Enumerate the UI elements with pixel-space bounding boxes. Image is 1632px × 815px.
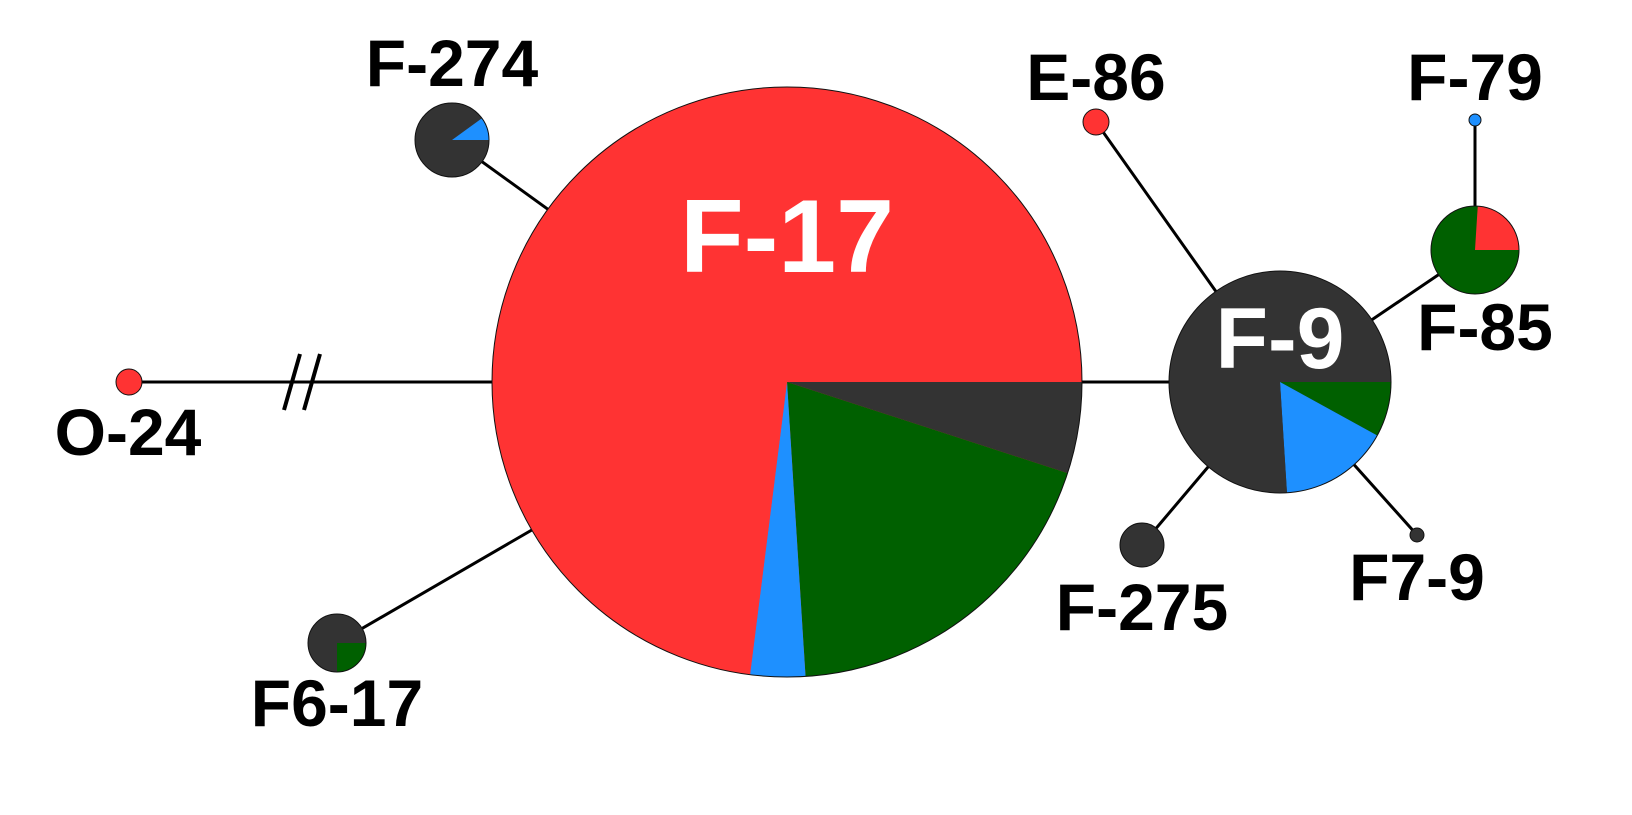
- node-e-86-outline: [1082, 108, 1110, 136]
- node-f-275-circle: [1120, 523, 1164, 567]
- node-f-9-slice-3: [1169, 271, 1391, 494]
- node-label-f-85: F-85: [1417, 290, 1553, 364]
- labels-layer: O-24 F-274 F-17 F6-17 E-86 F-9 F-79 F-85 F-275 F7…: [55, 26, 1553, 740]
- node-f-9-slice-1: [1280, 382, 1391, 436]
- node-f6-17: [307, 613, 367, 673]
- node-label-f-275: F-275: [1056, 570, 1228, 644]
- node-f-17-slice-2: [787, 382, 1068, 677]
- node-label-o-24: O-24: [55, 395, 202, 469]
- node-f-79: [1468, 113, 1482, 127]
- node-f-85: [1430, 205, 1520, 295]
- node-f-9-outline: [1168, 270, 1392, 494]
- node-f-17-slice-4: [492, 87, 1083, 675]
- node-f6-17-outline: [307, 613, 367, 673]
- node-o-24-circle: [116, 369, 142, 395]
- break-mark-slash-1: [282, 353, 302, 411]
- node-f7-9: [1409, 527, 1425, 543]
- node-f-85-slice-2: [1475, 206, 1519, 250]
- nodes-layer: [115, 86, 1520, 678]
- node-label-f-79: F-79: [1407, 40, 1543, 114]
- node-label-f7-9: F7-9: [1349, 540, 1485, 614]
- node-f-274-slice-1: [415, 102, 489, 177]
- node-e-86-circle: [1083, 109, 1109, 135]
- node-f-79-circle: [1469, 114, 1481, 126]
- node-f-275-outline: [1119, 522, 1165, 568]
- node-f6-17-slice-2: [308, 614, 366, 672]
- node-label-f-17: F-17: [680, 179, 894, 295]
- node-f6-17-slice-1: [337, 643, 366, 672]
- node-o-24: [115, 368, 143, 396]
- node-f-275: [1119, 522, 1165, 568]
- node-f-274-outline: [414, 102, 490, 178]
- node-f-17: [491, 86, 1083, 678]
- node-f-274-slice-2: [452, 118, 489, 140]
- node-f-17-outline: [491, 86, 1083, 678]
- break-mark-slash-2: [302, 353, 322, 411]
- node-f-79-outline: [1468, 113, 1482, 127]
- node-label-f-9: F-9: [1216, 291, 1345, 387]
- node-e-86: [1082, 108, 1110, 136]
- node-f7-9-circle: [1410, 528, 1424, 542]
- node-f-17-slice-1: [787, 382, 1082, 474]
- node-f-17-slice-3: [750, 382, 806, 678]
- node-label-f6-17: F6-17: [251, 666, 423, 740]
- node-o-24-outline: [115, 368, 143, 396]
- node-label-f-274: F-274: [366, 26, 539, 100]
- node-f-85-outline: [1430, 205, 1520, 295]
- node-f-9: [1168, 270, 1392, 494]
- node-f7-9-outline: [1409, 527, 1425, 543]
- node-label-e-86: E-86: [1026, 40, 1165, 114]
- node-f-274: [414, 102, 490, 178]
